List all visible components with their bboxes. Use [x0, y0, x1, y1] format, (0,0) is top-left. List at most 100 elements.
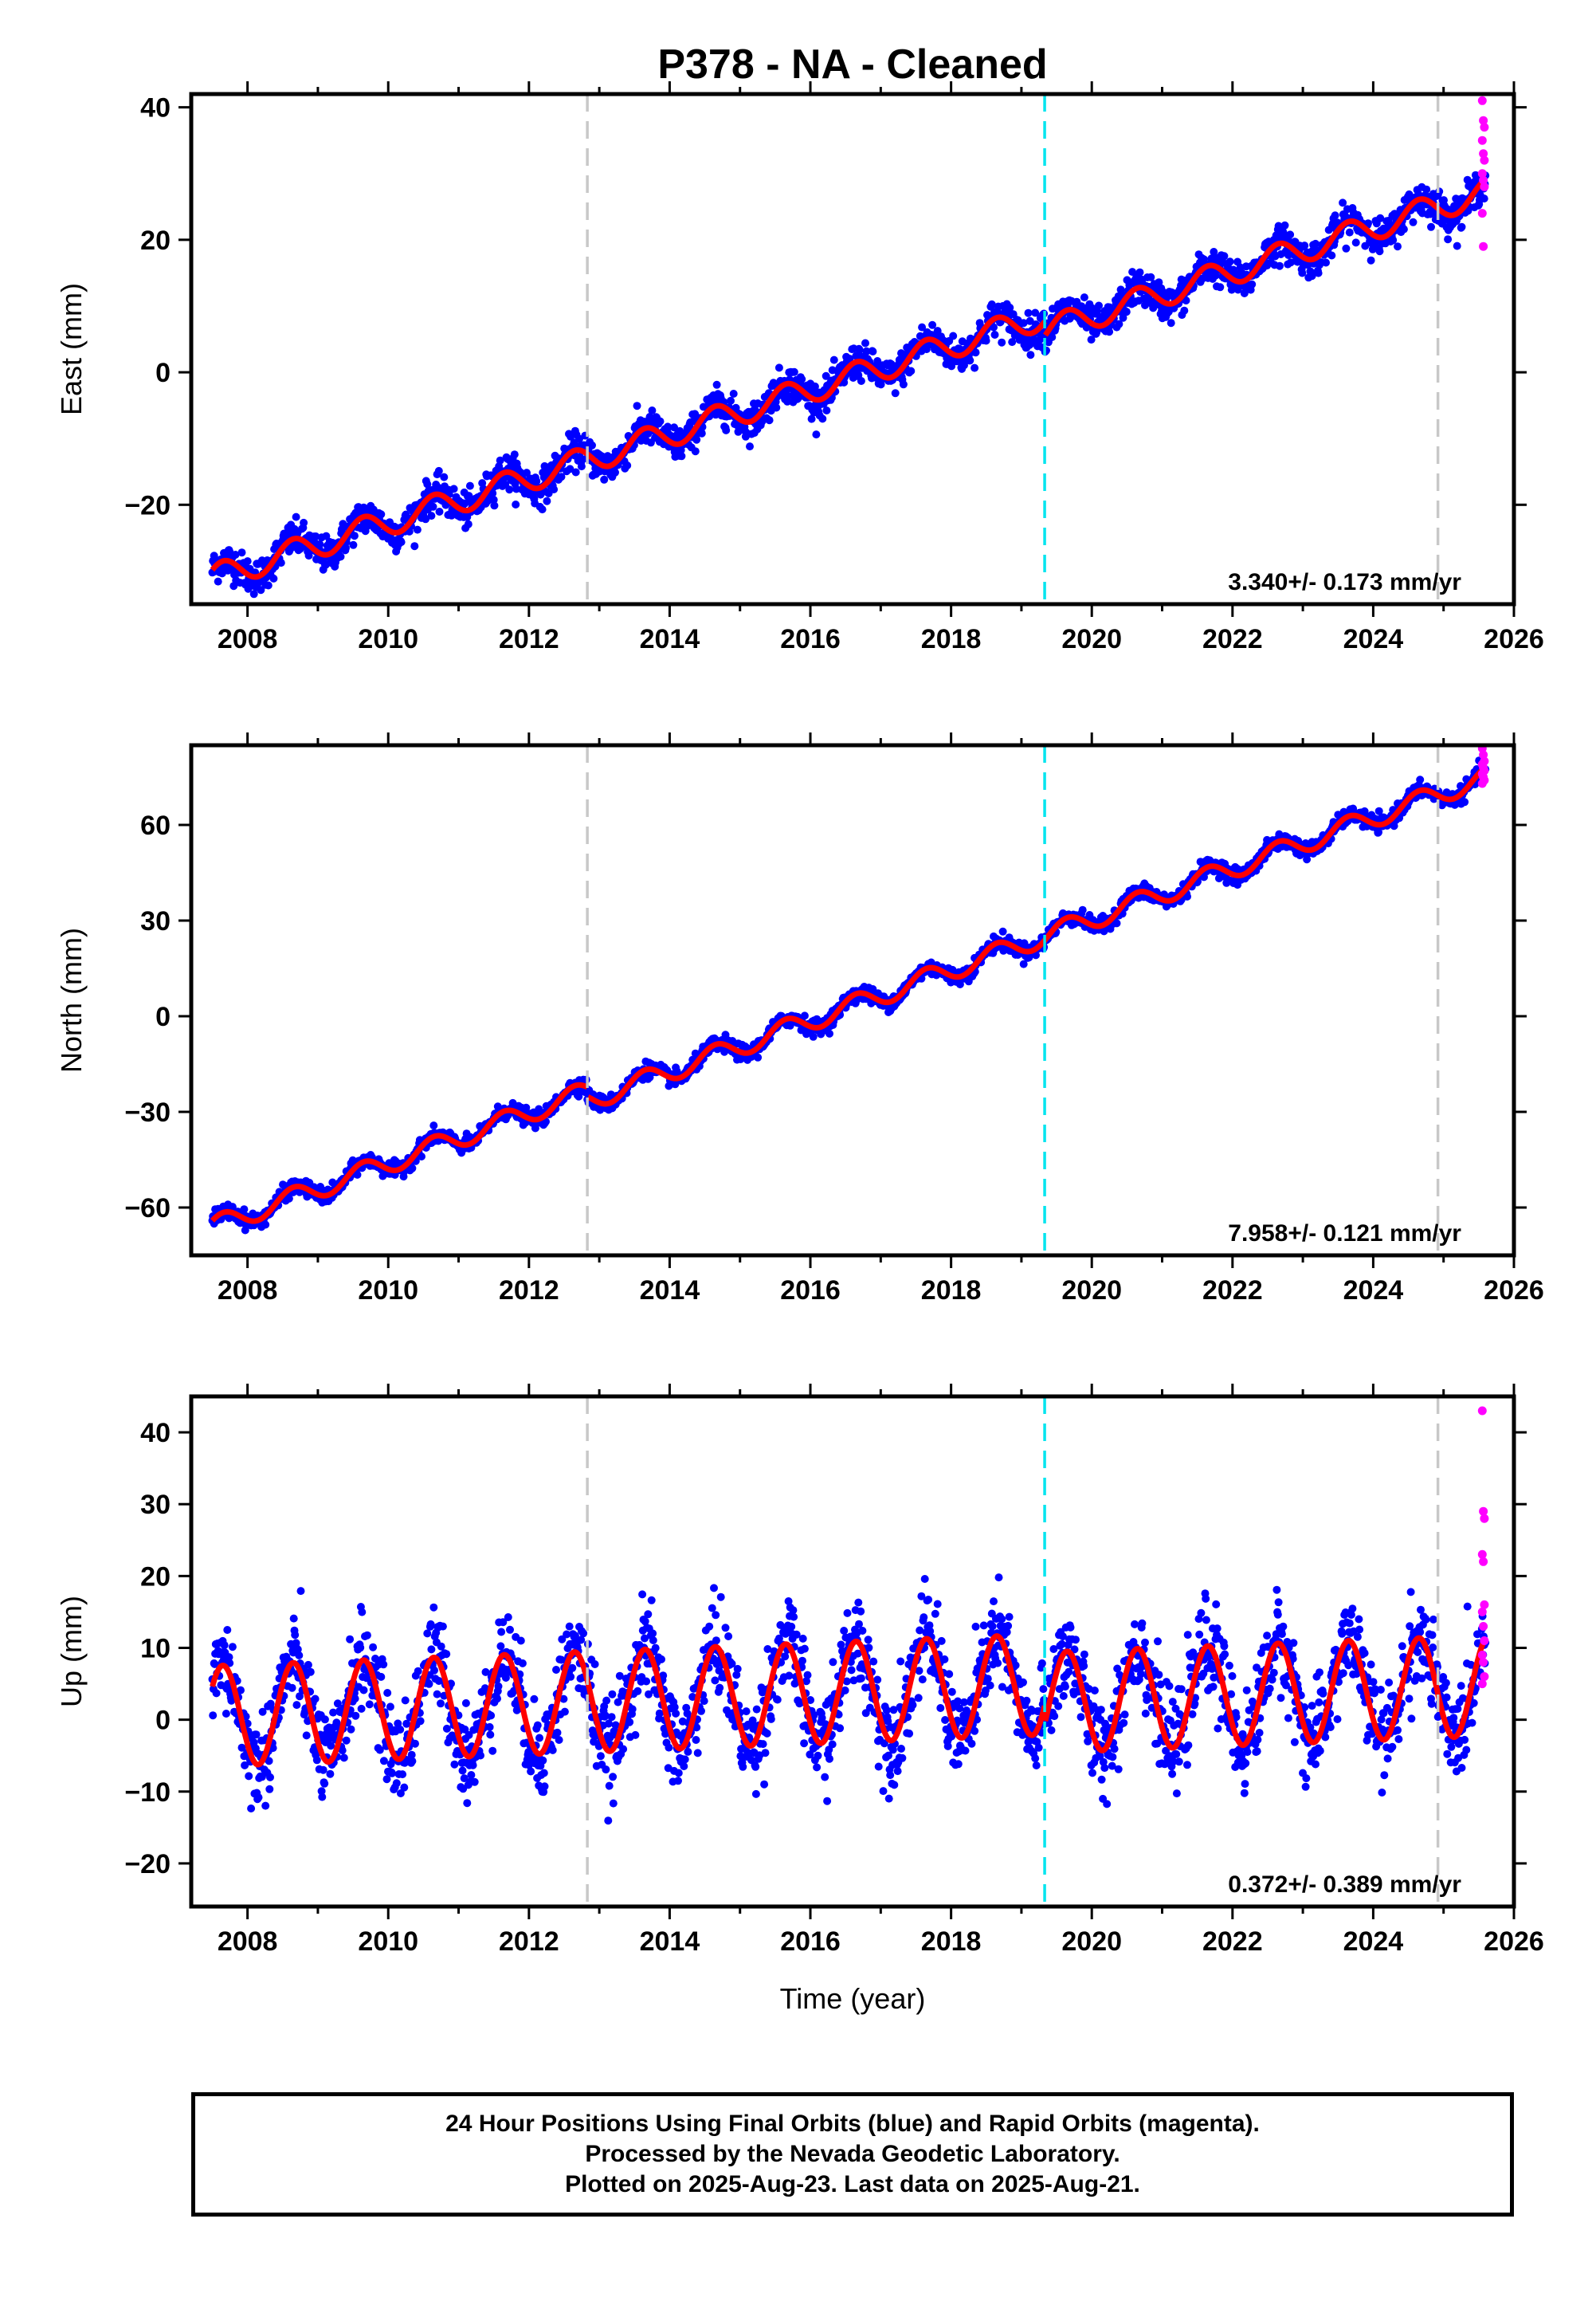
final-orbit-point	[347, 1725, 355, 1734]
x-tick-label-east: 2010	[358, 624, 418, 654]
final-orbit-point	[429, 1121, 438, 1130]
final-orbit-point	[1409, 218, 1418, 226]
rapid-orbit-points-east	[1477, 96, 1489, 251]
final-orbit-point	[1019, 319, 1028, 328]
final-orbit-point	[971, 363, 979, 372]
final-orbit-point	[416, 1717, 425, 1726]
final-orbit-point	[265, 1785, 274, 1793]
final-orbit-point	[422, 515, 430, 524]
final-orbit-point	[214, 577, 222, 586]
final-orbit-point	[435, 508, 444, 516]
velocity-label-north: 7.958+/- 0.121 mm/yr	[1228, 1220, 1461, 1247]
rapid-orbit-point	[1477, 209, 1487, 218]
final-orbit-point	[1210, 248, 1218, 256]
final-orbit-point	[336, 552, 345, 561]
final-orbit-point	[670, 423, 678, 432]
final-orbit-point	[322, 532, 331, 540]
final-orbit-point	[414, 1667, 422, 1675]
final-orbit-point	[269, 574, 278, 583]
final-orbit-point	[891, 389, 900, 398]
final-orbit-point	[949, 332, 958, 340]
x-tick-label-north: 2024	[1343, 1275, 1404, 1306]
final-orbit-point	[928, 320, 937, 329]
rapid-orbit-point	[1480, 123, 1489, 132]
panel-north: 2008 2010 2012 2014 2016 2018 2020 2022 2024 2026…	[55, 732, 1544, 1306]
final-orbit-point	[237, 548, 246, 557]
x-tick-label-east: 2014	[640, 624, 700, 654]
final-orbit-point	[1376, 214, 1385, 222]
final-orbit-point	[490, 501, 499, 510]
final-orbit-point	[1367, 256, 1375, 265]
plot-area-north	[208, 745, 1490, 1235]
final-orbit-point	[316, 540, 324, 548]
y-tick-label-north: −60	[124, 1193, 171, 1223]
final-orbit-point	[510, 450, 519, 459]
final-orbit-point	[1008, 338, 1017, 347]
final-orbit-point	[577, 462, 586, 471]
rapid-orbit-point	[1479, 175, 1488, 185]
final-orbit-point	[231, 551, 240, 559]
final-orbit-point	[722, 426, 731, 434]
x-tick-label-north: 2016	[780, 1275, 841, 1306]
x-tick-label-north: 2018	[921, 1275, 982, 1306]
final-orbit-point	[212, 1689, 221, 1698]
final-orbit-point	[437, 1699, 445, 1708]
final-orbit-point	[1155, 278, 1163, 287]
final-orbit-point	[1286, 230, 1295, 239]
final-orbit-point	[825, 1029, 833, 1038]
chart-title: P378 - NA - Cleaned	[657, 41, 1047, 88]
final-orbit-point	[1331, 211, 1339, 220]
final-orbit-point	[1112, 919, 1121, 928]
final-orbit-point	[1182, 296, 1190, 304]
final-orbit-point	[398, 1770, 407, 1779]
final-orbit-point	[423, 1629, 432, 1638]
final-orbit-point	[292, 1701, 301, 1710]
final-orbit-point	[1087, 336, 1096, 344]
final-orbit-point	[810, 382, 819, 391]
final-orbit-point	[220, 1641, 229, 1650]
final-orbit-point	[523, 469, 531, 477]
final-orbit-point	[1078, 905, 1087, 914]
final-orbit-point	[306, 1667, 315, 1676]
final-orbit-point	[397, 538, 406, 547]
final-orbit-point	[543, 497, 551, 505]
final-orbit-point	[430, 1666, 438, 1675]
final-orbit-point	[1216, 283, 1225, 292]
y-tick-label-north: 60	[140, 811, 171, 841]
final-orbit-point	[1322, 258, 1330, 267]
final-orbit-point	[600, 475, 609, 484]
y-tick-label-north: −30	[124, 1098, 171, 1128]
final-orbit-point	[1461, 798, 1469, 807]
final-orbit-point	[311, 1694, 320, 1703]
model-curve-east	[210, 176, 1488, 580]
final-orbit-point	[1180, 306, 1189, 315]
final-orbit-point	[1444, 235, 1453, 244]
rapid-orbit-point	[1480, 155, 1489, 165]
final-orbit-point	[633, 402, 641, 410]
final-orbit-point	[241, 1226, 249, 1235]
final-orbit-point	[349, 540, 358, 549]
y-tick-label-east: −20	[124, 490, 171, 520]
final-orbit-point	[845, 355, 854, 363]
final-orbit-point	[318, 1793, 327, 1801]
final-orbit-point	[1119, 313, 1127, 322]
final-orbit-point	[266, 1773, 274, 1781]
final-orbit-point	[918, 323, 927, 332]
final-orbit-point	[1308, 272, 1316, 281]
final-orbit-point	[664, 422, 672, 431]
final-orbit-point	[1031, 308, 1040, 317]
final-orbit-point	[677, 452, 686, 461]
x-tick-label-north: 2020	[1061, 1275, 1122, 1306]
y-tick-label-east: 0	[155, 358, 171, 388]
final-orbit-point	[1463, 175, 1472, 184]
final-orbit-point	[240, 1205, 249, 1214]
final-orbit-point	[295, 1651, 304, 1659]
final-orbit-point	[538, 505, 547, 514]
x-tick-label-north: 2014	[640, 1275, 700, 1306]
final-orbit-point	[264, 581, 273, 590]
final-orbit-point	[261, 1220, 270, 1229]
final-orbit-point	[438, 1622, 447, 1631]
final-orbit-point	[798, 375, 806, 383]
final-orbit-point	[401, 1696, 410, 1705]
